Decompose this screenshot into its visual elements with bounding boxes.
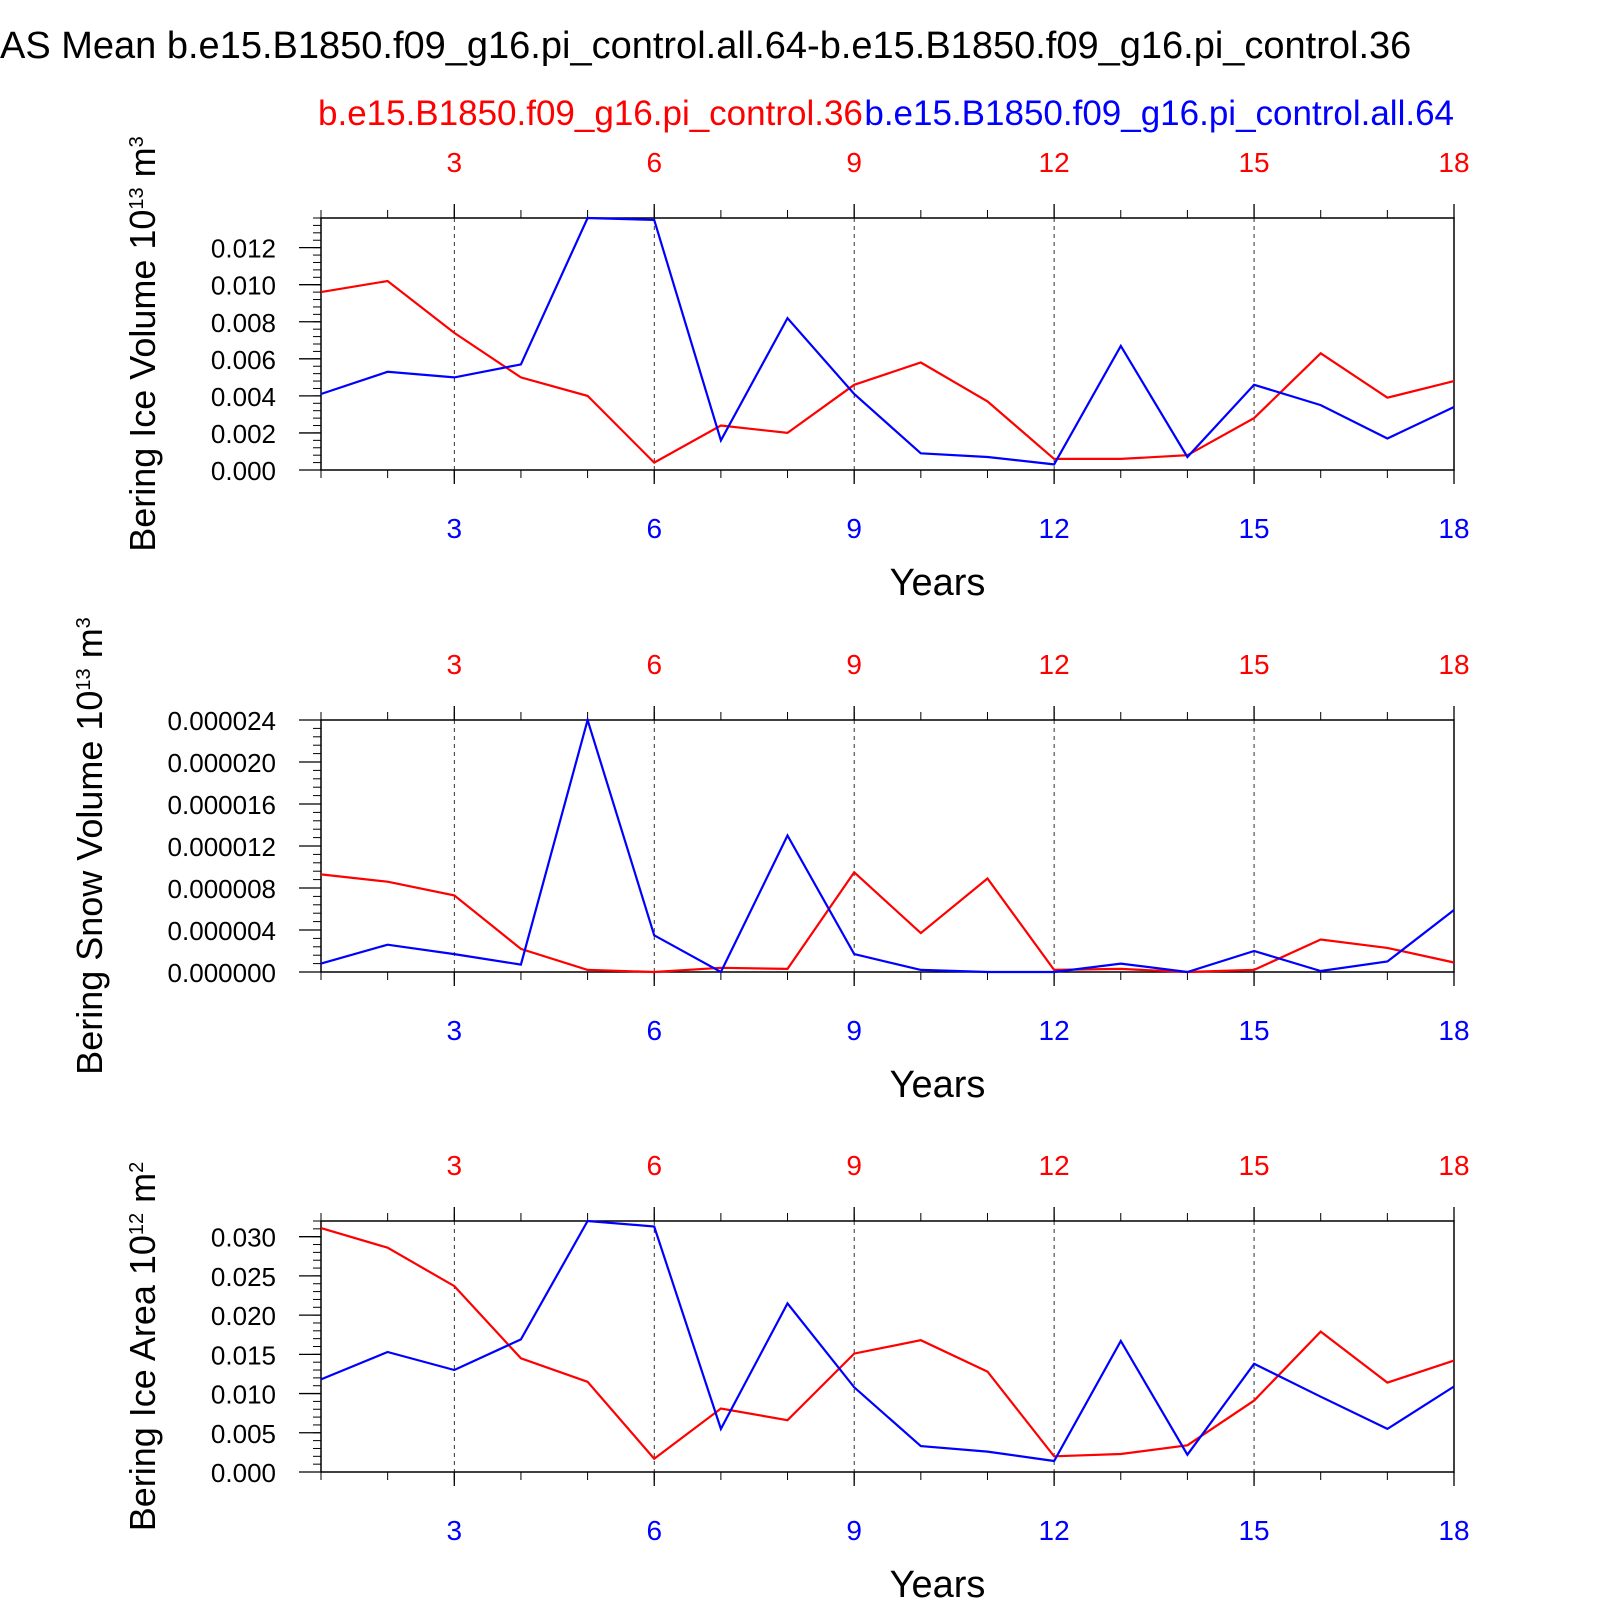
x-tick-label-bottom: 18 [1438, 513, 1469, 544]
y-tick-label: 0.000004 [168, 916, 276, 946]
plot-frame [320, 1220, 1455, 1473]
series-line-red [320, 279, 1455, 464]
x-tick-label-bottom: 12 [1039, 513, 1070, 544]
x-tick-label-top: 18 [1438, 649, 1469, 680]
y-tick-label: 0.005 [211, 1419, 276, 1449]
chart-panel-1: 3 6 9 12 15 18 3 6 9 12 15 18 0.000 0.002 0.004 0.006 0.… [122, 136, 1470, 604]
y-tick-label: 0.000008 [168, 874, 276, 904]
y-axis-unit-exponent: 13 [73, 668, 95, 690]
y-tick-label: 0.002 [211, 419, 276, 449]
y-axis-unit: m [69, 628, 110, 668]
x-tick-label-top: 12 [1039, 649, 1070, 680]
x-tick-label-top: 9 [846, 649, 862, 680]
y-tick-label: 0.000024 [168, 706, 276, 736]
y-tick-label: 0.020 [211, 1301, 276, 1331]
y-axis-label-text: Bering Snow Volume 10 [69, 691, 110, 1075]
series-line-red [320, 1227, 1455, 1461]
x-tick-label-top: 15 [1238, 649, 1269, 680]
y-axis-label: Bering Ice Area 1012 m2 [122, 1162, 163, 1532]
y-tick-label: 0.015 [211, 1340, 276, 1370]
x-tick-label-bottom: 15 [1238, 1515, 1269, 1546]
x-tick-label-bottom: 9 [846, 1515, 862, 1546]
series-line-red [320, 870, 1455, 974]
plot-frame [320, 719, 1455, 973]
x-axis-label: Years [890, 1064, 986, 1106]
y-tick-label: 0.000016 [168, 790, 276, 820]
x-tick-label-bottom: 12 [1039, 1015, 1070, 1046]
y-axis-unit-power: 3 [126, 136, 148, 147]
figure-title: AS Mean b.e15.B1850.f09_g16.pi_control.a… [0, 25, 1411, 67]
y-axis-unit-exponent: 13 [126, 187, 148, 209]
y-tick-label: 0.000020 [168, 748, 276, 778]
series-line-blue [320, 716, 1455, 974]
y-tick-label: 0.004 [211, 382, 276, 412]
y-tick-label: 0.000000 [168, 958, 276, 988]
y-tick-label: 0.008 [211, 308, 276, 338]
y-tick-label: 0.000 [211, 1458, 276, 1488]
y-axis-label-text: Bering Ice Volume 10 [122, 210, 163, 552]
x-tick-label-bottom: 15 [1238, 513, 1269, 544]
y-axis-unit: m [122, 1173, 163, 1213]
panels: 3 6 9 12 15 18 3 6 9 12 15 18 0.000 0.002 0.004 0.006 0.… [69, 136, 1470, 1600]
x-tick-label-top: 9 [846, 1150, 862, 1181]
y-tick-label: 0.030 [211, 1223, 276, 1253]
y-tick-label: 0.012 [211, 234, 276, 264]
chart-panel-3: 3 6 9 12 15 18 3 6 9 12 15 18 0.000 0.005 0.010 0.015 0.… [122, 1150, 1470, 1600]
x-tick-label-top: 6 [646, 1150, 662, 1181]
y-tick-label: 0.010 [211, 271, 276, 301]
x-tick-label-top: 12 [1039, 147, 1070, 178]
x-tick-label-top: 18 [1438, 147, 1469, 178]
y-tick-label: 0.010 [211, 1380, 276, 1410]
x-tick-label-bottom: 6 [646, 513, 662, 544]
x-tick-label-bottom: 9 [846, 513, 862, 544]
y-axis-unit-power: 3 [73, 617, 95, 628]
x-tick-label-bottom: 15 [1238, 1015, 1269, 1046]
legend-blue-series: b.e15.B1850.f09_g16.pi_control.all.64 [864, 94, 1454, 133]
y-axis-unit-exponent: 12 [126, 1213, 148, 1235]
chart-panel-2: 3 6 9 12 15 18 3 6 9 12 15 18 0.000000 0.000004 0.0000… [69, 617, 1470, 1106]
y-axis-unit-power: 2 [126, 1162, 148, 1173]
x-tick-label-bottom: 18 [1438, 1515, 1469, 1546]
x-tick-label-top: 6 [646, 147, 662, 178]
plot-frame [320, 217, 1455, 471]
y-tick-label: 0.000 [211, 456, 276, 486]
x-tick-label-bottom: 3 [447, 1515, 463, 1546]
y-axis-label: Bering Ice Volume 1013 m3 [122, 136, 163, 552]
x-tick-label-top: 6 [646, 649, 662, 680]
x-tick-label-top: 15 [1238, 147, 1269, 178]
series-line-blue [320, 1219, 1455, 1463]
x-tick-label-top: 15 [1238, 1150, 1269, 1181]
x-tick-label-top: 3 [447, 1150, 463, 1181]
x-tick-label-top: 18 [1438, 1150, 1469, 1181]
x-tick-label-top: 3 [447, 147, 463, 178]
y-tick-label: 0.025 [211, 1262, 276, 1292]
x-tick-label-bottom: 12 [1039, 1515, 1070, 1546]
y-axis-unit: m [122, 147, 163, 187]
x-tick-label-bottom: 6 [646, 1515, 662, 1546]
x-tick-label-bottom: 9 [846, 1015, 862, 1046]
x-tick-label-top: 9 [846, 147, 862, 178]
y-tick-label: 0.006 [211, 345, 276, 375]
x-axis-label: Years [890, 562, 986, 604]
x-tick-label-bottom: 3 [447, 513, 463, 544]
series-line-blue [320, 216, 1455, 466]
x-tick-label-top: 12 [1039, 1150, 1070, 1181]
x-axis-label: Years [890, 1564, 986, 1600]
x-tick-label-bottom: 3 [447, 1015, 463, 1046]
x-tick-label-bottom: 18 [1438, 1015, 1469, 1046]
x-tick-label-bottom: 6 [646, 1015, 662, 1046]
x-tick-label-top: 3 [447, 649, 463, 680]
y-axis-label: Bering Snow Volume 1013 m3 [69, 617, 110, 1075]
y-axis-label-text: Bering Ice Area 10 [122, 1235, 163, 1531]
legend-red-series: b.e15.B1850.f09_g16.pi_control.36 [318, 94, 863, 133]
y-tick-label: 0.000012 [168, 832, 276, 862]
